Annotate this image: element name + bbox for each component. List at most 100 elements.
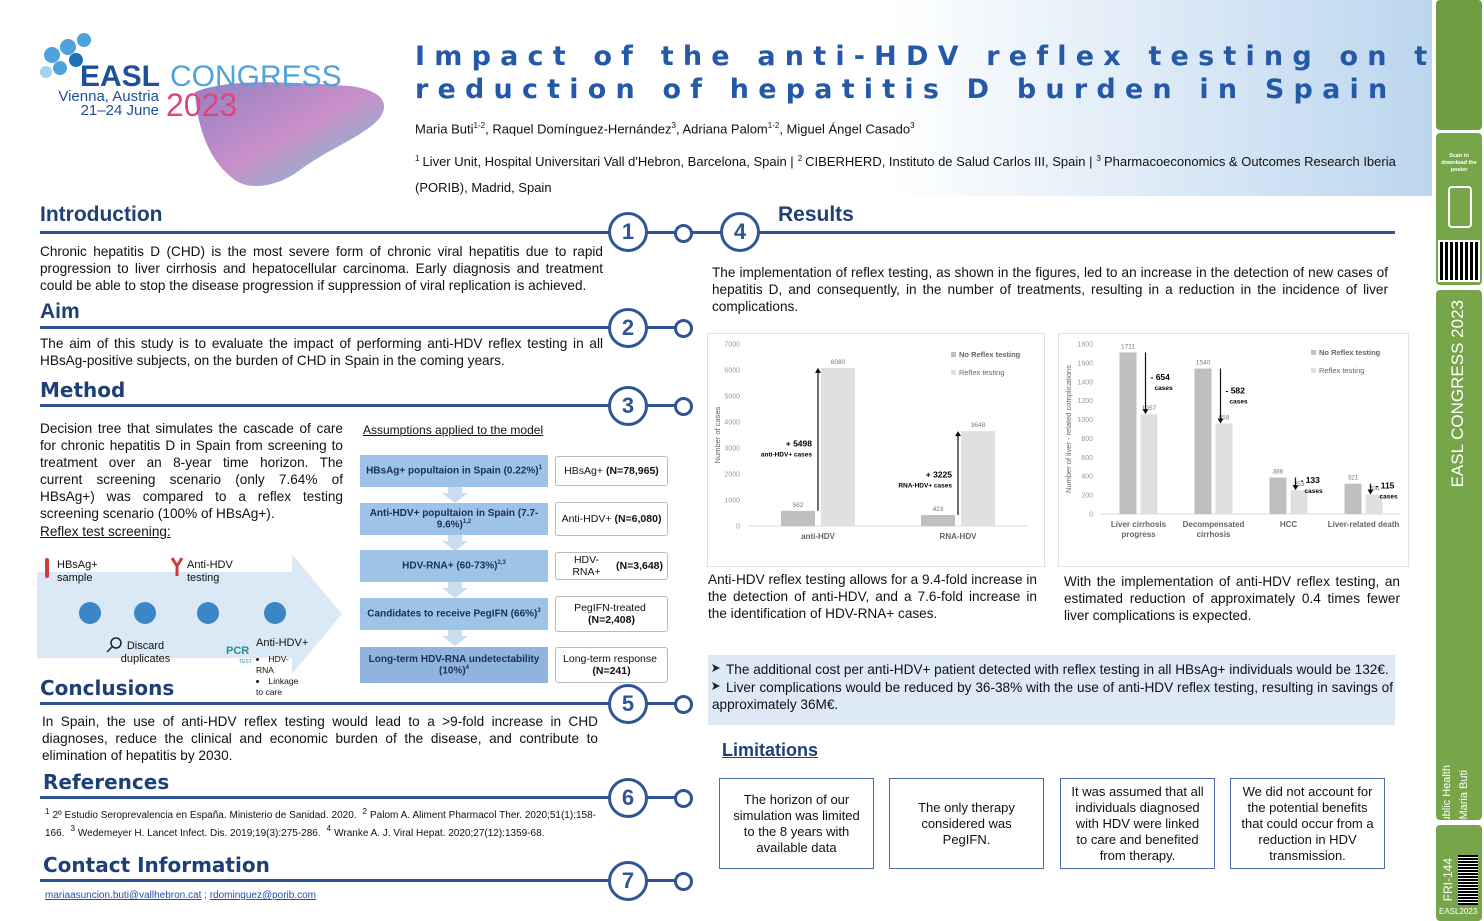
scan-label: Scan to download the poster bbox=[1441, 153, 1477, 173]
screening-diagram bbox=[37, 554, 342, 674]
step bbox=[197, 602, 219, 624]
pcr-icon: PCR bbox=[226, 645, 250, 657]
paragraph: In Spain, the use of anti-HDV reflex tes… bbox=[42, 714, 598, 763]
y-tick-label: 4000 bbox=[724, 420, 740, 427]
flow-result: Anti-HDV+ (N=6,080) bbox=[555, 502, 668, 536]
diagram-bullets: HDV-RNALinkage to care bbox=[256, 654, 306, 698]
annotation-sub: cases bbox=[1230, 398, 1248, 405]
bar bbox=[1365, 494, 1383, 514]
y-tick-label: 7000 bbox=[724, 342, 740, 349]
connector bbox=[674, 789, 693, 808]
limitation: We did not account for the potential ben… bbox=[1230, 778, 1385, 869]
y-tick-label: 800 bbox=[1081, 436, 1093, 443]
section-heading: Introduction bbox=[40, 203, 163, 226]
section-number: 6 bbox=[608, 778, 648, 818]
antibody-icon bbox=[170, 557, 184, 576]
flow-arrow bbox=[442, 535, 468, 551]
y-tick-label: 1200 bbox=[1077, 398, 1093, 405]
author-affiliation: 3 bbox=[671, 121, 676, 130]
key-findings: The additional cost per anti-HDV+ patien… bbox=[708, 655, 1395, 725]
rule bbox=[40, 702, 690, 705]
flow-result-n: (N=241) bbox=[592, 665, 631, 677]
x-tick-label: RNA-HDV bbox=[939, 532, 977, 541]
chart-svg: 0 200 400 600 800 1000 1200 1400 1600 1800 Number … bbox=[1064, 342, 1401, 519]
reference-text: Wranke A. J. Viral Hepat. 2020;27(12):13… bbox=[334, 827, 545, 839]
bar bbox=[1194, 368, 1212, 514]
flow-step-ref: 1 bbox=[538, 465, 542, 472]
arrow-shape bbox=[37, 554, 342, 674]
flow-result-label: Long-term response bbox=[563, 653, 657, 665]
reference-text: Wedemeyer H. Lancet Infect. Dis. 2019;19… bbox=[77, 827, 321, 839]
section-number: 2 bbox=[608, 308, 648, 348]
legend-swatch bbox=[951, 370, 956, 375]
author-affiliation: 3 bbox=[910, 121, 915, 130]
flow-result-n: (N=2,408) bbox=[588, 614, 635, 626]
flow-result-n: (N=6,080) bbox=[614, 513, 662, 525]
bullet bbox=[712, 682, 720, 690]
author-affiliation: 1-2 bbox=[767, 121, 780, 130]
affiliation-text: Liver Unit, Hospital Universitari Vall d… bbox=[422, 154, 794, 170]
rule bbox=[40, 231, 1395, 234]
circle bbox=[53, 61, 67, 75]
rule bbox=[40, 326, 690, 329]
section-heading: Aim bbox=[40, 300, 80, 323]
bar bbox=[961, 431, 995, 526]
flow-step-text: Candidates to receive PegIFN (66%) bbox=[367, 608, 538, 620]
section-heading: Results bbox=[778, 203, 854, 226]
annotation: - 133 bbox=[1301, 475, 1321, 485]
step bbox=[79, 602, 101, 624]
reference-number: 3 bbox=[70, 824, 75, 834]
y-tick-label: 1000 bbox=[724, 498, 740, 505]
flow-arrow bbox=[442, 487, 468, 503]
references: 1 2º Estudio Seroprevalencia en España. M… bbox=[45, 805, 596, 840]
step bbox=[264, 602, 286, 624]
paragraph: The aim of this study is to evaluate the… bbox=[40, 336, 603, 368]
legend-label: Reflex testing bbox=[959, 368, 1004, 377]
rule bbox=[40, 796, 690, 799]
connector bbox=[674, 397, 693, 416]
flow-result-label: Anti-HDV+ bbox=[561, 513, 612, 525]
liver-image bbox=[195, 82, 385, 187]
annotation: - 654 bbox=[1151, 372, 1171, 382]
barcode bbox=[1458, 855, 1478, 905]
separator: ; bbox=[204, 890, 207, 901]
affiliation-number: 3 bbox=[1096, 154, 1101, 163]
change-arrow-head bbox=[1292, 485, 1299, 491]
diagram-bullet: HDV-RNA bbox=[256, 654, 306, 676]
section-number: 4 bbox=[720, 212, 760, 252]
circle bbox=[60, 39, 76, 55]
y-tick-label: 5000 bbox=[724, 394, 740, 401]
email[interactable]: mariaasuncion.buti@vallhebron.cat bbox=[45, 890, 202, 901]
flow-result-label: HDV-RNA+ bbox=[572, 554, 601, 578]
flow-arrow bbox=[442, 535, 468, 551]
flow-arrow bbox=[442, 582, 468, 598]
connector bbox=[674, 224, 693, 243]
legend-label: Reflex testing bbox=[1319, 366, 1364, 375]
diagram-label: Discard duplicates bbox=[120, 640, 171, 665]
value-label: 253 bbox=[1294, 481, 1305, 488]
bar bbox=[821, 367, 855, 526]
authors: Maria Buti1-2, Raquel Domínguez-Hernánde… bbox=[415, 121, 915, 136]
value-label: 1057 bbox=[1142, 405, 1157, 412]
rule bbox=[40, 404, 690, 407]
circle bbox=[77, 33, 91, 47]
email[interactable]: rdominguez@porib.com bbox=[209, 890, 317, 901]
flow-step: Anti-HDV+ popultaion in Spain (7.7-9.6%)… bbox=[360, 503, 548, 535]
y-tick-label: 600 bbox=[1081, 455, 1093, 462]
flow-arrow bbox=[442, 582, 468, 598]
y-tick-label: 0 bbox=[1089, 512, 1093, 519]
sidebar-block bbox=[1436, 290, 1482, 820]
x-tick-label: Liver cirrhosis progress bbox=[1110, 520, 1167, 539]
change-arrow-head bbox=[1367, 489, 1374, 495]
phone-icon bbox=[1448, 186, 1472, 228]
reference-number: 2 bbox=[362, 807, 367, 816]
flow-step-ref: 1,2 bbox=[462, 518, 472, 525]
flow-step-text-wrap: Candidates to receive PegIFN (66%)3 bbox=[367, 608, 540, 619]
sidebar-topic: Public Health bbox=[1441, 765, 1453, 830]
author-name: Maria Buti bbox=[415, 121, 474, 137]
title-line: reduction of hepatitis D burden in Spain bbox=[415, 74, 1397, 105]
flow-result: HDV-RNA+ (N=3,648) bbox=[555, 552, 668, 580]
title: Impact of the anti-HDV reflex testing on… bbox=[415, 40, 1484, 106]
value-label: 206 bbox=[1369, 486, 1380, 493]
annotation-sub: anti-HDV+ cases bbox=[761, 452, 813, 459]
